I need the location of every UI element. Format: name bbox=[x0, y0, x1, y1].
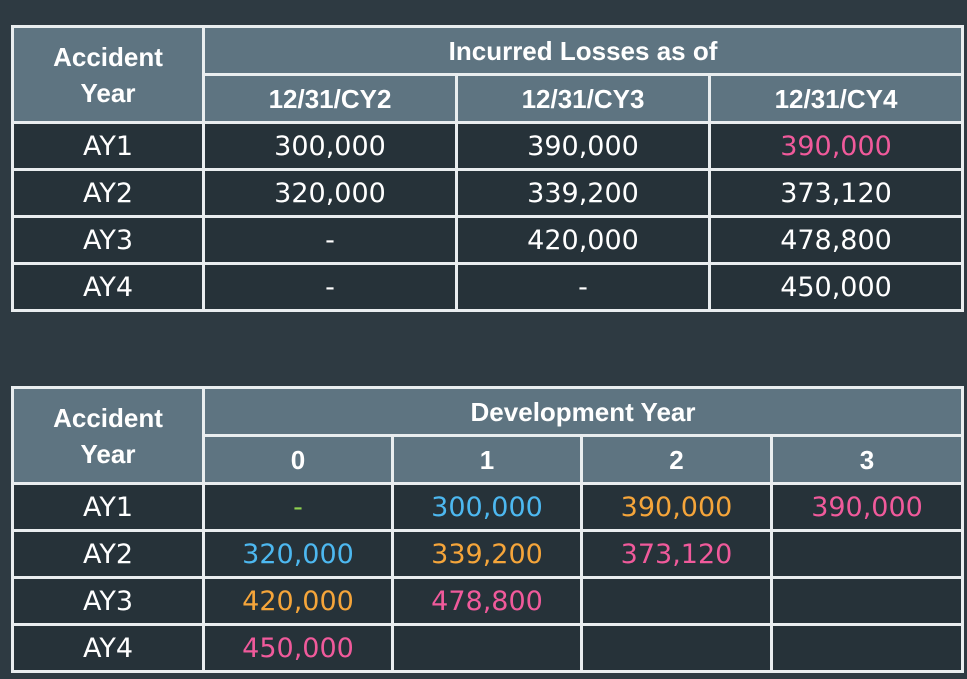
table-cell: 390,000 bbox=[707, 121, 965, 171]
table-cell: 339,200 bbox=[391, 529, 583, 579]
accident-year-header: Accident Year bbox=[11, 386, 205, 485]
table-cell: 320,000 bbox=[202, 168, 458, 218]
table-row: AY4 - - 450,000 bbox=[11, 262, 965, 312]
row-label: AY1 bbox=[11, 121, 205, 171]
table-cell: - bbox=[455, 262, 711, 312]
table-cell: 478,800 bbox=[391, 576, 583, 626]
table-row: AY3 - 420,000 478,800 bbox=[11, 215, 965, 265]
table-cell bbox=[769, 623, 965, 673]
column-header: 12/31/CY4 bbox=[707, 73, 965, 124]
row-label: AY1 bbox=[11, 482, 205, 532]
table-cell bbox=[769, 576, 965, 626]
incurred-losses-table: Accident Year Incurred Losses as of 12/3… bbox=[11, 25, 965, 312]
incurred-losses-group-header: Incurred Losses as of bbox=[201, 25, 965, 76]
column-header: 3 bbox=[769, 434, 965, 485]
column-header: 2 bbox=[580, 434, 773, 485]
table-cell: 373,120 bbox=[580, 529, 773, 579]
table-cell: - bbox=[202, 482, 394, 532]
table-cell: 450,000 bbox=[707, 262, 965, 312]
table-cell: 450,000 bbox=[202, 623, 394, 673]
column-header: 1 bbox=[391, 434, 583, 485]
row-label: AY3 bbox=[11, 576, 205, 626]
table-row: AY4 450,000 bbox=[11, 623, 965, 673]
development-year-group-header: Development Year bbox=[201, 386, 965, 437]
row-label: AY3 bbox=[11, 215, 205, 265]
row-label: AY4 bbox=[11, 262, 205, 312]
row-label: AY2 bbox=[11, 529, 205, 579]
table-row: AY3 420,000 478,800 bbox=[11, 576, 965, 626]
table-cell: 390,000 bbox=[769, 482, 965, 532]
table-cell bbox=[580, 576, 773, 626]
table-cell: 320,000 bbox=[202, 529, 394, 579]
table-cell: 390,000 bbox=[580, 482, 773, 532]
accident-year-header: Accident Year bbox=[11, 25, 205, 124]
development-triangle-table: Accident Year Development Year 0 1 2 3 A… bbox=[11, 386, 965, 673]
column-header: 12/31/CY2 bbox=[202, 73, 458, 124]
table-row: AY1 - 300,000 390,000 390,000 bbox=[11, 482, 965, 532]
table-cell: 300,000 bbox=[202, 121, 458, 171]
table-cell: 339,200 bbox=[455, 168, 711, 218]
table-cell: 420,000 bbox=[202, 576, 394, 626]
table-cell: 300,000 bbox=[391, 482, 583, 532]
table-cell: 478,800 bbox=[707, 215, 965, 265]
table-cell bbox=[769, 529, 965, 579]
row-label: AY2 bbox=[11, 168, 205, 218]
row-label: AY4 bbox=[11, 623, 205, 673]
table-cell bbox=[580, 623, 773, 673]
table-cell: - bbox=[202, 215, 458, 265]
table-row: AY1 300,000 390,000 390,000 bbox=[11, 121, 965, 171]
column-header: 12/31/CY3 bbox=[455, 73, 711, 124]
column-header: 0 bbox=[202, 434, 394, 485]
table-cell bbox=[391, 623, 583, 673]
table-cell: 420,000 bbox=[455, 215, 711, 265]
table-row: AY2 320,000 339,200 373,120 bbox=[11, 168, 965, 218]
table-cell: - bbox=[202, 262, 458, 312]
column-header-row: 0 1 2 3 bbox=[13, 434, 965, 485]
column-header-row: 12/31/CY2 12/31/CY3 12/31/CY4 bbox=[13, 73, 965, 124]
table-row: AY2 320,000 339,200 373,120 bbox=[11, 529, 965, 579]
table-cell: 373,120 bbox=[707, 168, 965, 218]
table-cell: 390,000 bbox=[455, 121, 711, 171]
